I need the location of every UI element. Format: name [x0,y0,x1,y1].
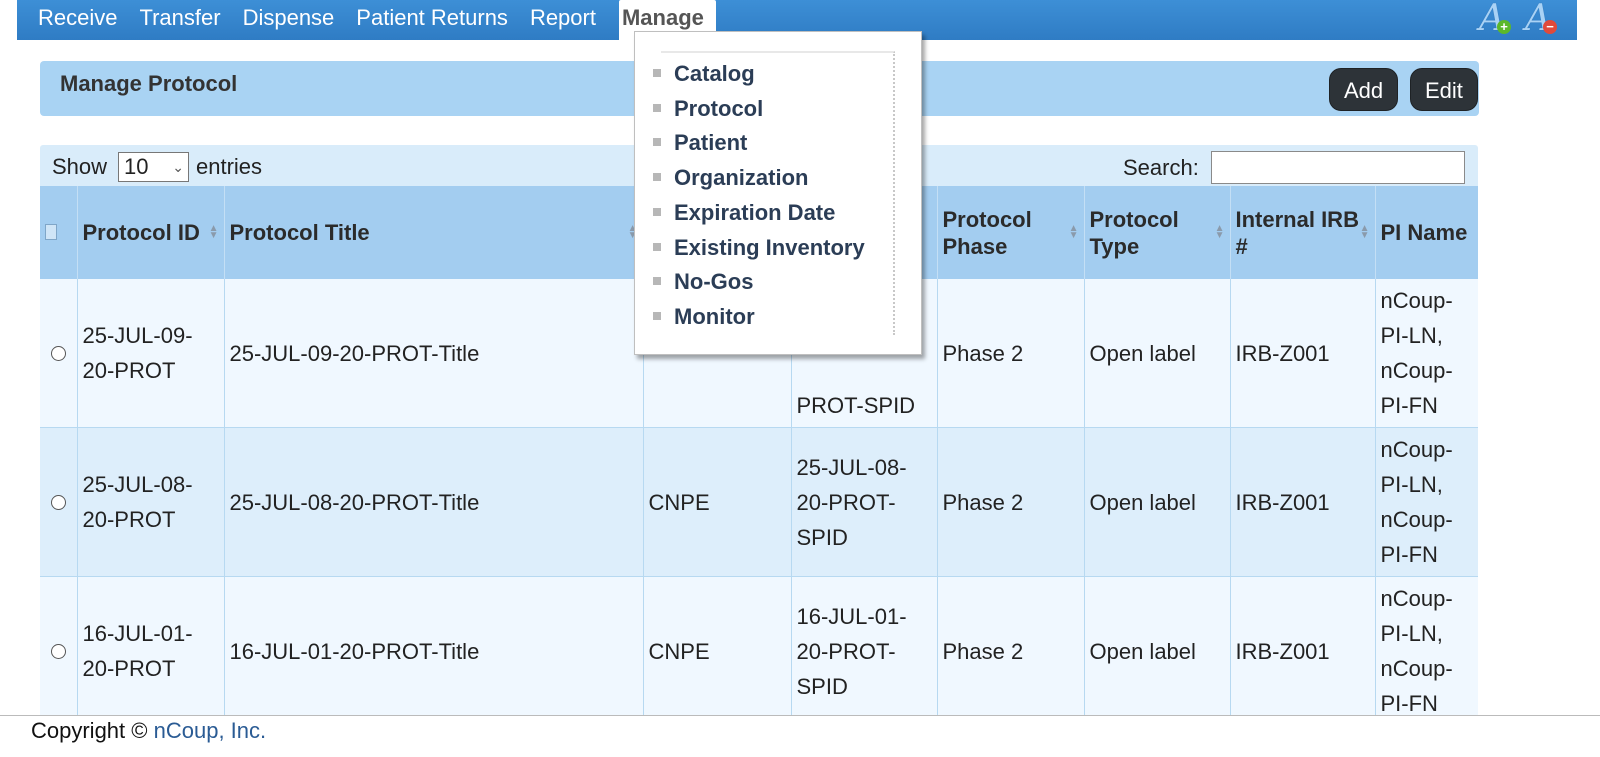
nav-receive[interactable]: Receive [38,5,118,30]
bullet-icon [653,173,661,182]
menu-item-patient[interactable]: Patient [653,130,747,156]
bullet-icon [653,69,661,78]
nav-transfer[interactable]: Transfer [139,5,221,30]
menu-item-existing-inventory[interactable]: Existing Inventory [653,235,865,261]
nav-dispense[interactable]: Dispense [242,5,335,30]
header-protocol-id[interactable]: Protocol ID ▲ ▼ [77,186,225,279]
font-decrease-icon[interactable]: A − [1521,0,1561,39]
cell-pi-name: nCoup-PI-LN, nCoup-PI-FN [1375,279,1478,428]
header-protocol-phase[interactable]: Protocol Phase ▲ ▼ [937,186,1085,279]
cell-sponsor-id: 25-JUL-08-20-PROT-SPID [791,427,938,577]
nav-patient-returns[interactable]: Patient Returns [356,5,508,30]
menu-item-no-gos[interactable]: No-Gos [653,269,753,295]
page-size-select[interactable]: 10 ⌄ [118,152,189,182]
cell-protocol-type: Open label [1084,576,1231,715]
sort-icon: ▲ ▼ [1068,223,1079,241]
header-protocol-type[interactable]: Protocol Type ▲ ▼ [1084,186,1231,279]
bullet-icon [653,104,661,113]
company-link[interactable]: nCoup, Inc. [153,718,267,743]
cell-organization: CNPE [643,427,792,577]
entries-label: entries [196,154,263,179]
bullet-icon [653,138,661,147]
cell-organization: CNPE [643,576,792,715]
chevron-down-icon: ⌄ [172,159,184,175]
footer: Copyright © nCoup, Inc. [31,718,266,744]
cell-internal-irb: IRB-Z001 [1230,279,1376,428]
table-row[interactable]: 16-JUL-01-20-PROT 16-JUL-01-20-PROT-Titl… [40,576,1478,715]
bullet-icon [653,277,661,286]
cell-protocol-title: 25-JUL-08-20-PROT-Title [224,427,644,577]
row-select-radio[interactable] [50,494,66,510]
bullet-icon [653,243,661,252]
top-nav-bar: Receive Transfer Dispense Patient Return… [17,0,1577,40]
page-title: Manage Protocol [60,71,238,96]
page-size-value: 10 [124,154,149,179]
edit-button[interactable]: Edit [1410,68,1478,111]
search-label: Search: [1123,155,1199,180]
column-toggle-header[interactable] [40,186,78,279]
cell-protocol-phase: Phase 2 [937,279,1085,428]
footer-divider [0,715,1600,716]
add-button[interactable]: Add [1329,68,1399,111]
cell-protocol-title: 16-JUL-01-20-PROT-Title [224,576,644,715]
plus-icon: + [1497,20,1511,34]
cell-pi-name: nCoup-PI-LN, nCoup-PI-FN [1375,427,1478,577]
cell-protocol-phase: Phase 2 [937,427,1085,577]
manage-dropdown-menu: Catalog Protocol Patient Organization Ex… [634,31,922,355]
cell-protocol-type: Open label [1084,279,1231,428]
show-label: Show [52,154,108,179]
bullet-icon [653,312,661,321]
copyright-text: Copyright © [31,718,148,743]
table-row[interactable]: 25-JUL-08-20-PROT 25-JUL-08-20-PROT-Titl… [40,427,1478,577]
column-toggle-icon [45,224,57,240]
menu-item-catalog[interactable]: Catalog [653,61,755,87]
cell-internal-irb: IRB-Z001 [1230,427,1376,577]
cell-protocol-type: Open label [1084,427,1231,577]
bullet-icon [653,208,661,217]
header-pi-name[interactable]: PI Name [1375,186,1478,279]
search-input[interactable] [1211,151,1465,184]
row-select-radio[interactable] [50,345,66,361]
font-size-controls: A + A − [1475,0,1561,39]
sort-icon: ▲ ▼ [1359,223,1370,241]
sort-icon: ▲ ▼ [208,223,219,241]
cell-internal-irb: IRB-Z001 [1230,576,1376,715]
minus-icon: − [1543,20,1557,34]
header-internal-irb[interactable]: Internal IRB # ▲ ▼ [1230,186,1376,279]
menu-item-protocol[interactable]: Protocol [653,96,763,122]
cell-protocol-id: 16-JUL-01-20-PROT [77,576,225,715]
menu-item-organization[interactable]: Organization [653,165,808,191]
font-increase-icon[interactable]: A + [1475,0,1515,39]
sort-icon: ▲ ▼ [627,223,638,241]
menu-item-monitor[interactable]: Monitor [653,304,755,330]
row-select-radio[interactable] [50,643,66,659]
cell-protocol-title: 25-JUL-09-20-PROT-Title [224,279,644,428]
sort-icon: ▲ ▼ [1214,223,1225,241]
cell-protocol-phase: Phase 2 [937,576,1085,715]
header-protocol-title[interactable]: Protocol Title ▲ ▼ [224,186,644,279]
main-nav: Receive Transfer Dispense Patient Return… [27,0,716,40]
menu-item-expiration-date[interactable]: Expiration Date [653,200,835,226]
cell-sponsor-id: 16-JUL-01-20-PROT-SPID [791,576,938,715]
cell-pi-name: nCoup-PI-LN, nCoup-PI-FN [1375,576,1478,715]
cell-protocol-id: 25-JUL-08-20-PROT [77,427,225,577]
cell-protocol-id: 25-JUL-09-20-PROT [77,279,225,428]
nav-report[interactable]: Report [529,5,596,30]
